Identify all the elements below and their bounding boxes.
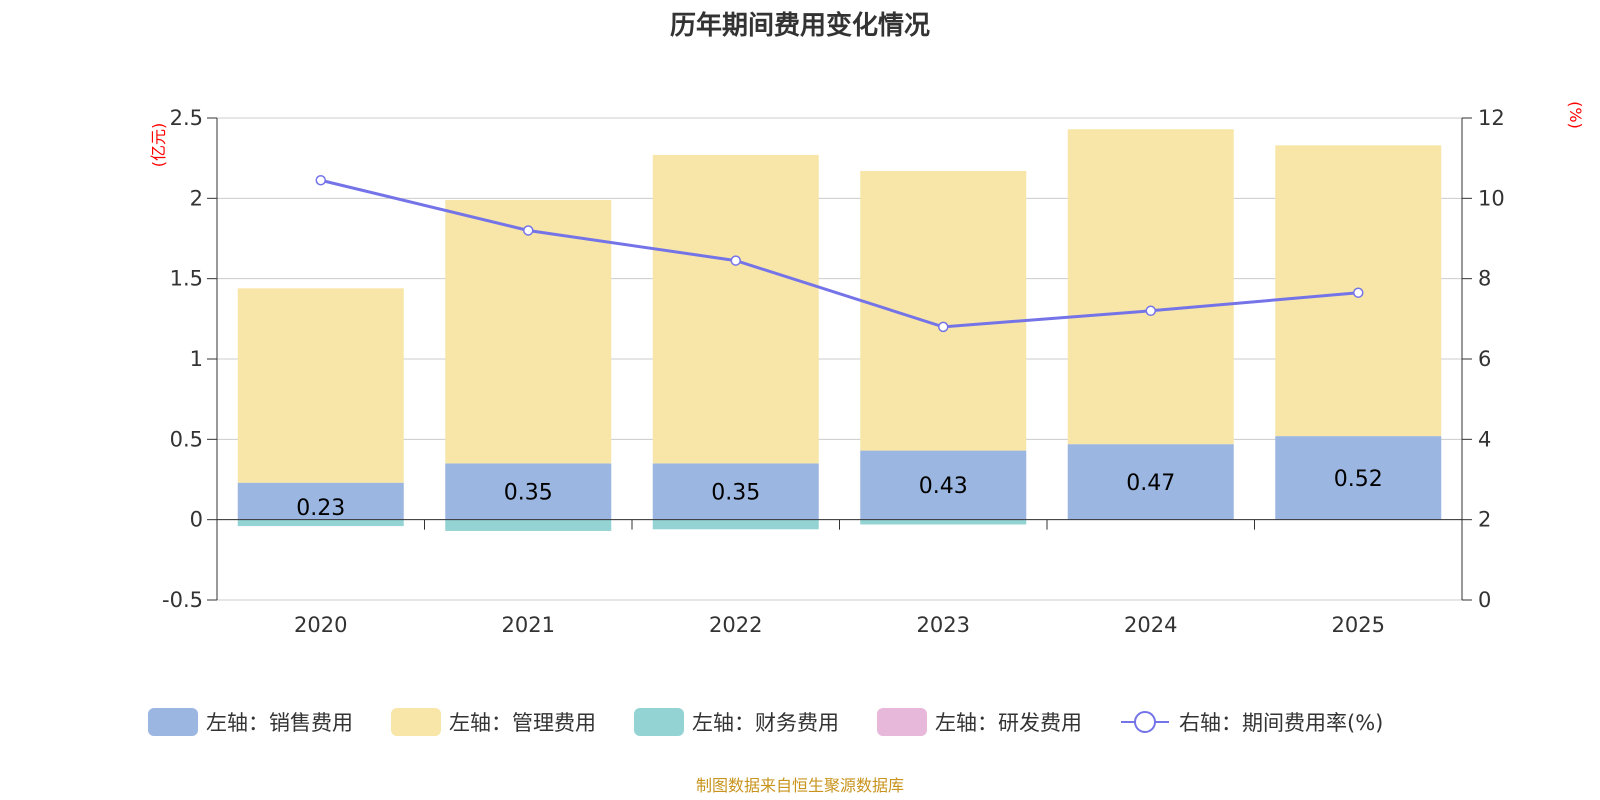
- bar-value-label: 0.52: [1334, 467, 1383, 492]
- bar-sales: [1275, 436, 1442, 520]
- rate-point: [523, 225, 534, 236]
- legend-swatch: [877, 708, 927, 736]
- right-tick-label: 0: [1478, 588, 1491, 612]
- left-tick-label: 1: [190, 347, 203, 371]
- rate-point: [1353, 287, 1364, 298]
- left-tick-label: -0.5: [162, 588, 203, 612]
- rate-point: [938, 321, 949, 333]
- rate-line: [315, 175, 1364, 333]
- bar-value-label: 0.23: [296, 496, 345, 521]
- bar-finance: [237, 519, 404, 527]
- bar-admin: [652, 154, 819, 464]
- bar-value-label: 0.35: [504, 481, 553, 506]
- legend-label: 左轴：销售费用: [206, 711, 353, 735]
- bar-sales: [237, 482, 404, 520]
- legend-marker: [1134, 711, 1156, 733]
- right-tick-label: 2: [1478, 508, 1491, 532]
- bar-admin: [445, 199, 612, 464]
- legend-label: 左轴：研发费用: [935, 711, 1082, 735]
- source-note: 制图数据来自恒生聚源数据库: [696, 776, 904, 795]
- legend: 左轴：销售费用 左轴：管理费用 左轴：财务费用 左轴：研发费用 右轴：期间费用率(%): [148, 708, 1383, 736]
- rate-line-path: [320, 178, 1359, 329]
- right-tick-label: 4: [1478, 427, 1491, 451]
- rate-point: [1145, 305, 1156, 317]
- category-label: 2025: [1332, 613, 1385, 637]
- left-tick-label: 0: [190, 508, 203, 532]
- legend-label: 右轴：期间费用率(%): [1179, 711, 1383, 735]
- category-label: 2020: [294, 613, 347, 637]
- axes: -0.5 0 0.5 1 1.5 2 2.5 0 2 4 6 8 10 12 2020 2021 2022 202…: [162, 106, 1505, 637]
- bar-admin: [237, 288, 404, 483]
- category-label: 2023: [917, 613, 970, 637]
- bar-sales: [860, 450, 1027, 520]
- bar-sales: [652, 463, 819, 520]
- rate-point: [315, 175, 326, 186]
- legend-label: 左轴：财务费用: [692, 711, 839, 735]
- left-tick-label: 2: [190, 186, 203, 210]
- chart-title: 历年期间费用变化情况: [670, 10, 930, 41]
- bar-admin: [1067, 129, 1234, 445]
- bar-value-label: 0.47: [1126, 471, 1175, 496]
- legend-swatch: [391, 708, 441, 736]
- right-tick-label: 12: [1478, 106, 1505, 130]
- right-tick-label: 6: [1478, 347, 1491, 371]
- left-axis-unit: (亿元): [149, 123, 168, 168]
- rate-point: [730, 255, 741, 266]
- bar-admin: [860, 171, 1027, 451]
- left-tick-label: 2.5: [170, 106, 203, 130]
- bar-finance: [652, 519, 819, 530]
- bar-finance: [860, 519, 1027, 525]
- left-tick-label: 0.5: [170, 427, 203, 451]
- right-axis-unit: (%): [1566, 101, 1585, 129]
- bar-labels: 0.23 0.35 0.35 0.43 0.47 0.52: [296, 467, 1382, 521]
- category-label: 2024: [1124, 613, 1177, 637]
- legend-swatch: [148, 708, 198, 736]
- legend-label: 左轴：管理费用: [449, 711, 596, 735]
- category-label: 2022: [709, 613, 762, 637]
- bar-finance: [445, 519, 612, 531]
- bar-sales: [445, 463, 612, 520]
- legend-swatch: [634, 708, 684, 736]
- category-label: 2021: [502, 613, 555, 637]
- bar-value-label: 0.43: [919, 474, 968, 499]
- bars: [237, 129, 1442, 531]
- bar-sales: [1067, 444, 1234, 520]
- right-tick-label: 8: [1478, 267, 1491, 291]
- right-tick-label: 10: [1478, 186, 1505, 210]
- left-tick-label: 1.5: [170, 267, 203, 291]
- bar-value-label: 0.35: [711, 481, 760, 506]
